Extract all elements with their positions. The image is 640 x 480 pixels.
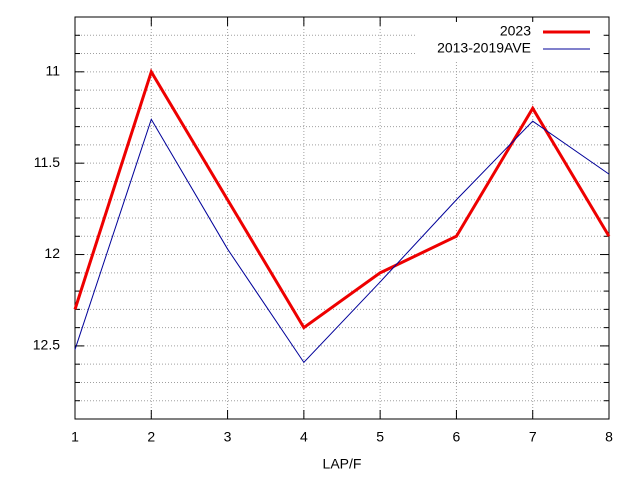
- legend-label: 2023: [500, 23, 531, 39]
- y-tick-label: 12.5: [33, 337, 60, 353]
- series-line: [73, 68, 611, 330]
- x-tick-label: 8: [605, 429, 613, 445]
- x-tick-label: 7: [529, 429, 537, 445]
- x-tick-label: 4: [300, 429, 308, 445]
- x-tick-label: 6: [453, 429, 461, 445]
- x-tick-label: 5: [376, 429, 384, 445]
- y-tick-label: 12: [44, 245, 60, 261]
- y-tick-label: 11: [45, 63, 60, 79]
- y-tick-label: 11.5: [34, 154, 60, 170]
- x-tick-label: 1: [71, 429, 79, 445]
- legend-label: 2013-2019AVE: [437, 40, 531, 56]
- x-tick-label: 2: [147, 429, 155, 445]
- x-axis-label: LAP/F: [323, 456, 362, 472]
- x-tick-label: 3: [224, 429, 232, 445]
- series-line: [74, 118, 610, 364]
- legend-box: [415, 22, 602, 60]
- plot-frame: [74, 16, 610, 420]
